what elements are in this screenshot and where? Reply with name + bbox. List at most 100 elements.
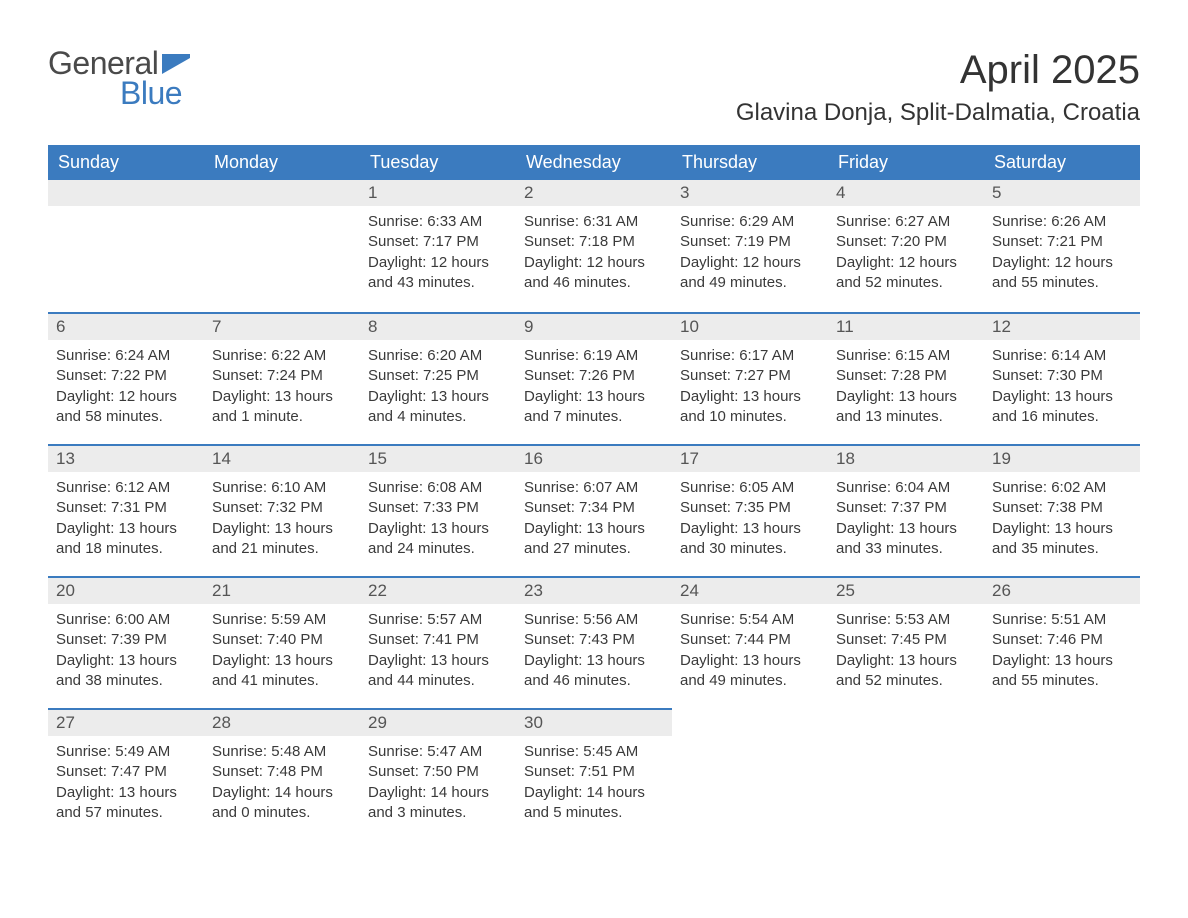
day-number: 6 [48, 312, 204, 340]
daylight-line: Daylight: 14 hours and 5 minutes. [524, 783, 664, 824]
sunset-line: Sunset: 7:41 PM [368, 630, 508, 650]
calendar-cell: 18Sunrise: 6:04 AMSunset: 7:37 PMDayligh… [828, 444, 984, 576]
sunset-line: Sunset: 7:27 PM [680, 366, 820, 386]
flag-icon [162, 54, 190, 74]
day-number: 22 [360, 576, 516, 604]
weekday-header: Friday [828, 145, 984, 180]
calendar-cell: 27Sunrise: 5:49 AMSunset: 7:47 PMDayligh… [48, 708, 204, 840]
sunrise-line: Sunrise: 6:19 AM [524, 346, 664, 366]
sunrise-line: Sunrise: 6:05 AM [680, 478, 820, 498]
calendar-cell: 1Sunrise: 6:33 AMSunset: 7:17 PMDaylight… [360, 180, 516, 312]
calendar-cell: 19Sunrise: 6:02 AMSunset: 7:38 PMDayligh… [984, 444, 1140, 576]
day-number: 7 [204, 312, 360, 340]
calendar-cell: 14Sunrise: 6:10 AMSunset: 7:32 PMDayligh… [204, 444, 360, 576]
sunrise-line: Sunrise: 6:08 AM [368, 478, 508, 498]
weekday-row: SundayMondayTuesdayWednesdayThursdayFrid… [48, 145, 1140, 180]
calendar-table: SundayMondayTuesdayWednesdayThursdayFrid… [48, 145, 1140, 840]
daylight-line: Daylight: 13 hours and 46 minutes. [524, 651, 664, 692]
sunset-line: Sunset: 7:18 PM [524, 232, 664, 252]
sunset-line: Sunset: 7:34 PM [524, 498, 664, 518]
day-number: 14 [204, 444, 360, 472]
day-body: Sunrise: 6:10 AMSunset: 7:32 PMDaylight:… [204, 472, 360, 563]
day-body: Sunrise: 6:20 AMSunset: 7:25 PMDaylight:… [360, 340, 516, 431]
calendar-cell [828, 708, 984, 840]
day-number: 18 [828, 444, 984, 472]
sunset-line: Sunset: 7:46 PM [992, 630, 1132, 650]
day-number: 1 [360, 180, 516, 206]
daylight-line: Daylight: 13 hours and 57 minutes. [56, 783, 196, 824]
sunrise-line: Sunrise: 5:49 AM [56, 742, 196, 762]
calendar-week: 27Sunrise: 5:49 AMSunset: 7:47 PMDayligh… [48, 708, 1140, 840]
day-body: Sunrise: 5:47 AMSunset: 7:50 PMDaylight:… [360, 736, 516, 827]
daylight-line: Daylight: 13 hours and 1 minute. [212, 387, 352, 428]
sunrise-line: Sunrise: 6:04 AM [836, 478, 976, 498]
daylight-line: Daylight: 13 hours and 38 minutes. [56, 651, 196, 692]
day-body: Sunrise: 6:07 AMSunset: 7:34 PMDaylight:… [516, 472, 672, 563]
weekday-header: Monday [204, 145, 360, 180]
sunrise-line: Sunrise: 5:57 AM [368, 610, 508, 630]
sunrise-line: Sunrise: 6:00 AM [56, 610, 196, 630]
sunrise-line: Sunrise: 6:02 AM [992, 478, 1132, 498]
sunrise-line: Sunrise: 5:48 AM [212, 742, 352, 762]
day-body: Sunrise: 5:49 AMSunset: 7:47 PMDaylight:… [48, 736, 204, 827]
daylight-line: Daylight: 13 hours and 41 minutes. [212, 651, 352, 692]
day-body: Sunrise: 6:05 AMSunset: 7:35 PMDaylight:… [672, 472, 828, 563]
sunrise-line: Sunrise: 5:47 AM [368, 742, 508, 762]
calendar-cell: 28Sunrise: 5:48 AMSunset: 7:48 PMDayligh… [204, 708, 360, 840]
day-body: Sunrise: 6:22 AMSunset: 7:24 PMDaylight:… [204, 340, 360, 431]
day-body: Sunrise: 6:33 AMSunset: 7:17 PMDaylight:… [360, 206, 516, 297]
day-number: 16 [516, 444, 672, 472]
daylight-line: Daylight: 12 hours and 55 minutes. [992, 253, 1132, 294]
sunset-line: Sunset: 7:38 PM [992, 498, 1132, 518]
daylight-line: Daylight: 13 hours and 33 minutes. [836, 519, 976, 560]
calendar-cell: 4Sunrise: 6:27 AMSunset: 7:20 PMDaylight… [828, 180, 984, 312]
calendar-cell: 25Sunrise: 5:53 AMSunset: 7:45 PMDayligh… [828, 576, 984, 708]
sunset-line: Sunset: 7:51 PM [524, 762, 664, 782]
calendar-cell: 15Sunrise: 6:08 AMSunset: 7:33 PMDayligh… [360, 444, 516, 576]
calendar-cell: 23Sunrise: 5:56 AMSunset: 7:43 PMDayligh… [516, 576, 672, 708]
day-number: 3 [672, 180, 828, 206]
sunrise-line: Sunrise: 6:12 AM [56, 478, 196, 498]
calendar-cell: 7Sunrise: 6:22 AMSunset: 7:24 PMDaylight… [204, 312, 360, 444]
day-number: 4 [828, 180, 984, 206]
sunset-line: Sunset: 7:39 PM [56, 630, 196, 650]
sunrise-line: Sunrise: 5:59 AM [212, 610, 352, 630]
daylight-line: Daylight: 12 hours and 52 minutes. [836, 253, 976, 294]
weekday-header: Wednesday [516, 145, 672, 180]
calendar-cell [984, 708, 1140, 840]
day-number: 12 [984, 312, 1140, 340]
sunset-line: Sunset: 7:25 PM [368, 366, 508, 386]
sunrise-line: Sunrise: 5:53 AM [836, 610, 976, 630]
sunrise-line: Sunrise: 6:07 AM [524, 478, 664, 498]
brand-logo: General Blue [48, 48, 190, 109]
daylight-line: Daylight: 13 hours and 49 minutes. [680, 651, 820, 692]
day-number: 21 [204, 576, 360, 604]
sunrise-line: Sunrise: 6:15 AM [836, 346, 976, 366]
sunrise-line: Sunrise: 6:20 AM [368, 346, 508, 366]
calendar-cell: 26Sunrise: 5:51 AMSunset: 7:46 PMDayligh… [984, 576, 1140, 708]
calendar-cell: 6Sunrise: 6:24 AMSunset: 7:22 PMDaylight… [48, 312, 204, 444]
sunrise-line: Sunrise: 6:17 AM [680, 346, 820, 366]
day-number: 23 [516, 576, 672, 604]
day-body: Sunrise: 5:59 AMSunset: 7:40 PMDaylight:… [204, 604, 360, 695]
sunset-line: Sunset: 7:22 PM [56, 366, 196, 386]
daylight-line: Daylight: 13 hours and 21 minutes. [212, 519, 352, 560]
day-number: 26 [984, 576, 1140, 604]
calendar-cell: 2Sunrise: 6:31 AMSunset: 7:18 PMDaylight… [516, 180, 672, 312]
calendar-cell: 24Sunrise: 5:54 AMSunset: 7:44 PMDayligh… [672, 576, 828, 708]
sunset-line: Sunset: 7:28 PM [836, 366, 976, 386]
day-number: 27 [48, 708, 204, 736]
day-number: 19 [984, 444, 1140, 472]
day-number: 2 [516, 180, 672, 206]
calendar-cell [672, 708, 828, 840]
month-title: April 2025 [736, 48, 1140, 93]
day-body: Sunrise: 6:26 AMSunset: 7:21 PMDaylight:… [984, 206, 1140, 297]
sunset-line: Sunset: 7:47 PM [56, 762, 196, 782]
daylight-line: Daylight: 13 hours and 55 minutes. [992, 651, 1132, 692]
day-body: Sunrise: 5:57 AMSunset: 7:41 PMDaylight:… [360, 604, 516, 695]
sunset-line: Sunset: 7:30 PM [992, 366, 1132, 386]
daylight-line: Daylight: 12 hours and 43 minutes. [368, 253, 508, 294]
sunrise-line: Sunrise: 6:26 AM [992, 212, 1132, 232]
daylight-line: Daylight: 13 hours and 44 minutes. [368, 651, 508, 692]
sunset-line: Sunset: 7:40 PM [212, 630, 352, 650]
